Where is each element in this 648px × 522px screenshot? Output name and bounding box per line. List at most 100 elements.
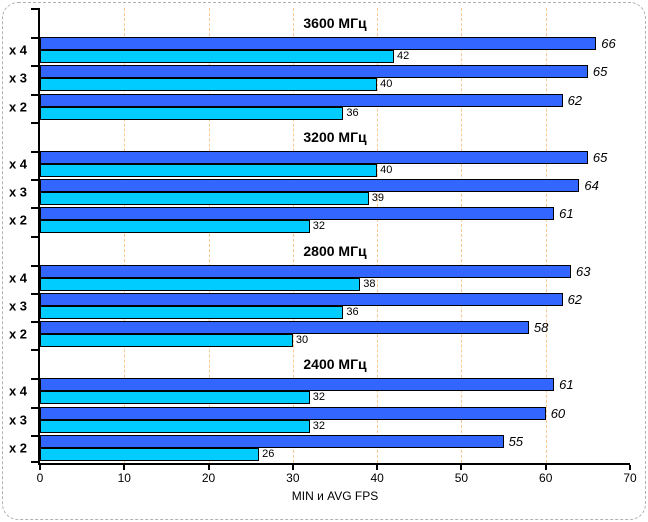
category-label: x 2 bbox=[8, 440, 28, 456]
barline-min: 38 bbox=[40, 277, 630, 291]
y-axis-tick bbox=[31, 265, 38, 267]
gridline bbox=[545, 8, 547, 463]
bar-min bbox=[40, 78, 378, 92]
bar-min bbox=[40, 419, 310, 433]
barline-avg: 55 bbox=[40, 433, 630, 449]
x-axis-title: MIN и AVG FPS bbox=[291, 489, 379, 503]
bar-min bbox=[40, 106, 344, 120]
group-title: 2400 МГц bbox=[303, 356, 367, 373]
bar-avg-value-label: 58 bbox=[533, 320, 549, 335]
y-axis-tick bbox=[31, 293, 38, 295]
gridline bbox=[292, 8, 294, 463]
chart-row: x 2 58 30 bbox=[9, 321, 630, 349]
bar-min bbox=[40, 305, 344, 319]
y-axis-tick bbox=[31, 207, 38, 209]
x-axis-tick bbox=[39, 465, 41, 470]
x-tick-label: 30 bbox=[286, 471, 300, 485]
bar-min-value-label: 32 bbox=[312, 419, 325, 432]
chart-row: x 3 64 39 bbox=[9, 179, 630, 207]
bar-avg bbox=[40, 65, 588, 79]
bar-avg bbox=[40, 434, 504, 448]
bar-avg bbox=[40, 378, 555, 392]
y-axis-tick bbox=[31, 349, 38, 351]
bar-min bbox=[40, 220, 310, 234]
barline-min: 32 bbox=[40, 391, 630, 405]
bar-avg bbox=[40, 37, 597, 50]
x-tick-label: 70 bbox=[623, 471, 637, 485]
x-axis-tick bbox=[544, 465, 547, 470]
barline-min: 40 bbox=[40, 163, 630, 177]
y-axis-tick bbox=[31, 151, 38, 153]
bar-avg-value-label: 65 bbox=[592, 149, 608, 165]
bar-min-value-label: 40 bbox=[380, 78, 393, 91]
x-tick-label: 20 bbox=[201, 471, 216, 485]
group-title: 2800 МГц bbox=[303, 242, 367, 259]
bar-min-value-label: 26 bbox=[262, 447, 275, 460]
bar-min-value-label: 38 bbox=[363, 277, 376, 290]
barline-min: 36 bbox=[40, 106, 630, 120]
bar-avg-value-label: 66 bbox=[601, 36, 616, 51]
chart-row: x 3 60 32 bbox=[9, 406, 630, 435]
barline-avg: 64 bbox=[40, 179, 630, 192]
bar-avg bbox=[40, 150, 588, 164]
barline-avg: 63 bbox=[40, 263, 630, 279]
x-tick-label: 60 bbox=[539, 471, 553, 485]
bar-min bbox=[40, 163, 378, 177]
category-label: x 3 bbox=[8, 412, 28, 427]
y-axis-tick bbox=[31, 122, 38, 124]
x-axis-tick bbox=[460, 465, 463, 470]
category-label: x 3 bbox=[8, 70, 28, 86]
bar-avg-value-label: 63 bbox=[576, 263, 591, 279]
barline-avg: 60 bbox=[40, 406, 630, 420]
x-axis-tick bbox=[376, 465, 379, 470]
category-label: x 4 bbox=[8, 156, 28, 172]
y-axis-tick bbox=[31, 321, 38, 323]
barline-avg: 62 bbox=[40, 292, 630, 306]
bar-avg-value-label: 55 bbox=[508, 433, 524, 449]
bar-avg bbox=[40, 179, 580, 192]
group-title: 3200 МГц bbox=[303, 128, 367, 145]
barline-min: 39 bbox=[40, 192, 630, 205]
barline-avg: 66 bbox=[40, 37, 630, 50]
plot-area: 3600 МГц x 4 66 42 x 3 65 40 x 2 62 36 3200 МГц x 4… bbox=[9, 8, 631, 470]
y-axis-tick bbox=[31, 94, 38, 96]
barline-min: 32 bbox=[40, 419, 630, 433]
barline-min: 30 bbox=[40, 334, 630, 347]
bar-min bbox=[40, 277, 361, 291]
y-axis-tick bbox=[31, 37, 38, 39]
y-axis-tick bbox=[31, 236, 38, 238]
barline-avg: 58 bbox=[40, 321, 630, 334]
barline-avg: 62 bbox=[40, 93, 630, 107]
barline-min: 36 bbox=[40, 305, 630, 319]
bar-avg bbox=[40, 321, 529, 334]
x-tick-label: 10 bbox=[117, 471, 131, 485]
bar-min bbox=[40, 192, 369, 205]
y-axis-tick bbox=[31, 65, 38, 67]
y-axis-tick bbox=[31, 179, 38, 181]
x-axis-tick bbox=[207, 465, 210, 470]
y-axis-tick bbox=[31, 378, 38, 380]
chart-row: x 4 63 38 bbox=[9, 263, 630, 293]
bar-avg-value-label: 64 bbox=[584, 178, 599, 193]
category-label: x 4 bbox=[8, 270, 28, 285]
category-label: x 2 bbox=[8, 212, 28, 228]
barline-min: 26 bbox=[40, 447, 630, 461]
y-axis-tick bbox=[31, 8, 38, 10]
bar-min-value-label: 32 bbox=[312, 220, 325, 233]
x-tick-label: 40 bbox=[370, 471, 384, 485]
gridline bbox=[461, 8, 463, 463]
chart-row: x 3 65 40 bbox=[9, 65, 630, 93]
barline-avg: 61 bbox=[40, 378, 630, 392]
chart-row: x 4 65 40 bbox=[9, 149, 630, 179]
bar-min-value-label: 32 bbox=[312, 391, 325, 404]
bar-min-value-label: 42 bbox=[397, 50, 410, 62]
chart-group: 2800 МГц x 4 63 38 x 3 62 36 x 2 58 30 bbox=[9, 236, 630, 350]
x-tick-label: 50 bbox=[454, 471, 469, 485]
category-label: x 2 bbox=[8, 326, 28, 342]
barline-min: 32 bbox=[40, 220, 630, 234]
category-label: x 3 bbox=[8, 298, 28, 314]
bar-min-value-label: 40 bbox=[380, 163, 393, 176]
chart-group: 2400 МГц x 4 61 32 x 3 60 32 x 2 55 26 bbox=[9, 349, 630, 463]
bar-min-value-label: 36 bbox=[346, 305, 359, 318]
